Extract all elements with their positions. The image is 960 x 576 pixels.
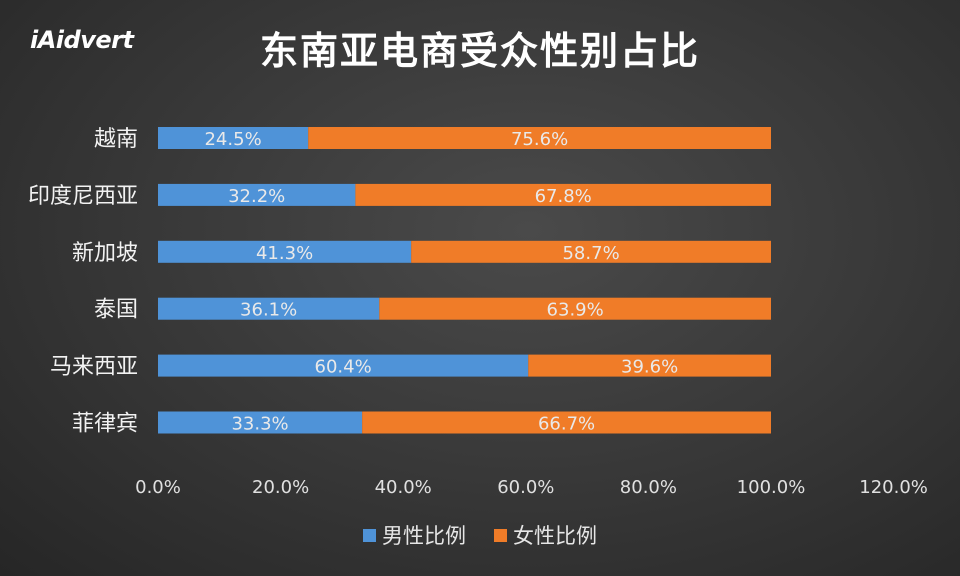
category-label: 马来西亚 bbox=[50, 355, 138, 380]
category-label: 印度尼西亚 bbox=[28, 184, 138, 209]
legend-item-female: 女性比例 bbox=[494, 520, 597, 550]
data-label-female: 66.7% bbox=[538, 414, 595, 435]
bar-female bbox=[379, 297, 771, 320]
x-tick-label: 80.0% bbox=[620, 477, 677, 498]
data-label-female: 58.7% bbox=[562, 243, 619, 264]
legend-swatch-male bbox=[363, 528, 376, 542]
data-label-male: 36.1% bbox=[240, 300, 297, 321]
bar-male bbox=[158, 297, 380, 320]
x-tick-label: 0.0% bbox=[135, 477, 181, 498]
bar-female bbox=[528, 354, 771, 377]
x-tick-label: 20.0% bbox=[252, 477, 309, 498]
x-tick-label: 120.0% bbox=[859, 477, 928, 498]
chart-title: 东南亚电商受众性别占比 bbox=[259, 29, 700, 73]
data-label-male: 41.3% bbox=[256, 243, 313, 264]
category-label: 越南 bbox=[94, 127, 138, 152]
category-label: 菲律宾 bbox=[72, 412, 138, 437]
legend-label-female: 女性比例 bbox=[513, 524, 597, 548]
bar-male bbox=[158, 127, 309, 149]
data-label-female: 67.8% bbox=[535, 186, 592, 207]
bar-male bbox=[158, 240, 412, 263]
chart-legend: 男性比例 女性比例 bbox=[0, 520, 960, 550]
data-label-male: 32.2% bbox=[228, 186, 285, 207]
data-label-female: 75.6% bbox=[511, 129, 568, 150]
bar-female bbox=[362, 411, 771, 434]
data-label-female: 39.6% bbox=[621, 357, 678, 378]
x-tick-label: 100.0% bbox=[737, 477, 806, 498]
category-label: 泰国 bbox=[94, 298, 138, 323]
data-label-female: 63.9% bbox=[547, 300, 604, 321]
x-tick-label: 60.0% bbox=[497, 477, 554, 498]
data-label-male: 24.5% bbox=[204, 129, 261, 150]
bar-female bbox=[411, 240, 771, 263]
bar-female bbox=[355, 183, 771, 206]
bar-male bbox=[158, 411, 363, 434]
data-label-male: 60.4% bbox=[315, 357, 372, 378]
legend-item-male: 男性比例 bbox=[363, 520, 466, 550]
legend-label-male: 男性比例 bbox=[382, 524, 466, 548]
x-tick-label: 40.0% bbox=[375, 477, 432, 498]
bar-female bbox=[308, 127, 771, 149]
category-label: 新加坡 bbox=[72, 241, 138, 266]
legend-swatch-female bbox=[494, 528, 507, 542]
bar-male bbox=[158, 354, 529, 377]
brand-logo: iAidvert bbox=[30, 26, 134, 54]
data-label-male: 33.3% bbox=[231, 414, 288, 435]
bar-male bbox=[158, 183, 356, 206]
